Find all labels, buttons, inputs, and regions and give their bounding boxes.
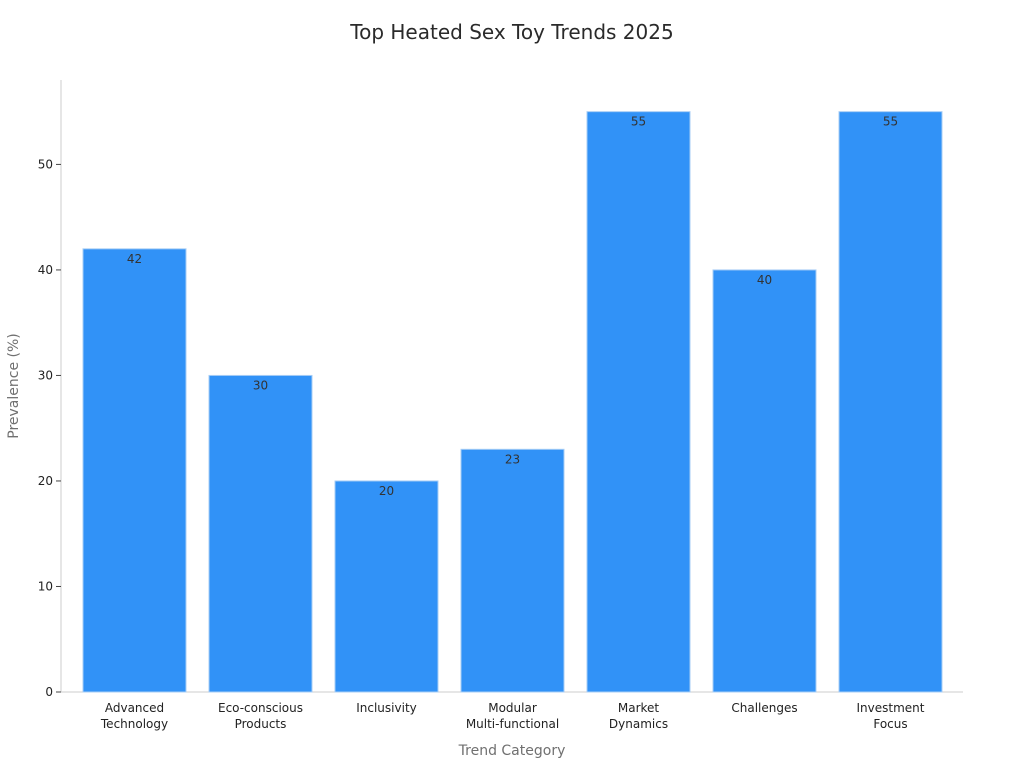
bar-value-label: 55 xyxy=(883,115,898,129)
bar xyxy=(712,269,817,693)
x-tick-label: Advanced Technology xyxy=(100,701,168,731)
bar xyxy=(82,248,187,693)
y-tick-label: 40 xyxy=(38,263,53,277)
bars: 42 30 20 23 55 40 55 xyxy=(82,111,943,693)
x-tick-label: Inclusivity xyxy=(356,701,417,715)
x-tick-labels: Advanced Technology Eco-conscious Products I… xyxy=(100,701,925,731)
bar-value-label: 20 xyxy=(379,484,394,498)
x-tick-label: Investment Focus xyxy=(857,701,925,731)
bar xyxy=(838,111,943,693)
bar xyxy=(334,480,439,693)
bar-value-label: 55 xyxy=(631,115,646,129)
x-tick-label: Challenges xyxy=(731,701,797,715)
y-ticks: 0 10 20 30 40 50 xyxy=(38,157,61,699)
y-tick-label: 20 xyxy=(38,474,53,488)
bar xyxy=(208,374,313,693)
y-tick-label: 30 xyxy=(38,368,53,382)
y-tick-label: 10 xyxy=(38,579,53,593)
y-tick-label: 0 xyxy=(45,685,53,699)
bar xyxy=(586,111,691,693)
y-tick-label: 50 xyxy=(38,157,53,171)
x-tick-label: Modular Multi-functional xyxy=(466,701,559,731)
bar-value-label: 23 xyxy=(505,452,520,466)
x-tick-label: Eco-conscious Products xyxy=(218,701,303,731)
x-axis-title: Trend Category xyxy=(458,743,566,759)
bar-value-label: 40 xyxy=(757,273,772,287)
bar xyxy=(460,448,565,693)
chart-title: Top Heated Sex Toy Trends 2025 xyxy=(350,20,674,44)
bar-value-label: 30 xyxy=(253,378,268,392)
x-tick-label: Market Dynamics xyxy=(609,701,668,731)
bar-value-label: 42 xyxy=(127,252,142,266)
y-axis-title: Prevalence (%) xyxy=(6,333,22,439)
